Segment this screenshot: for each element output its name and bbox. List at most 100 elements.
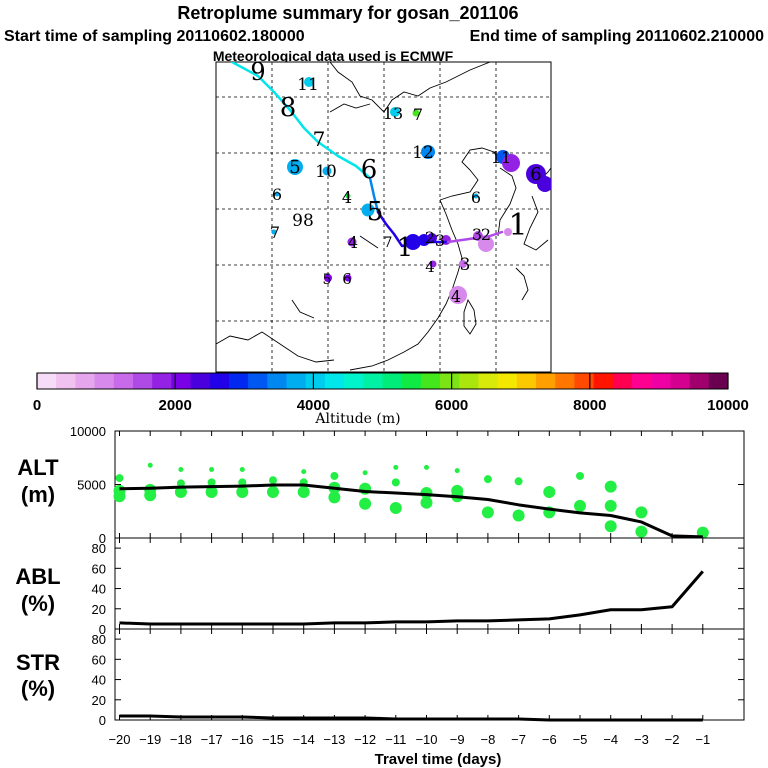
colorbar-tick-label: 6000 <box>435 397 468 414</box>
x-tick-label: −14 <box>293 732 315 747</box>
alt-panel: ALT (m) 10000 5000 0 <box>17 424 745 546</box>
str-panel: STR (%) 80 60 40 20 0 <box>16 628 745 728</box>
map-label: 5 <box>289 157 300 178</box>
map-label: 11 <box>491 148 511 167</box>
plume-point <box>174 485 187 498</box>
colorbar-cell <box>478 373 499 389</box>
plume-point <box>576 471 584 480</box>
colorbar-cell <box>324 373 345 389</box>
map-label: 4 <box>451 287 461 306</box>
plume-point <box>635 525 648 538</box>
x-tick-label: −15 <box>262 732 284 747</box>
map-label: 7 <box>270 223 280 242</box>
travel-time-axis: −20 −19 −18 −17 −16 −15 −14 −13 −12 −11 −10 −9 −8 −7 −… <box>108 732 710 747</box>
colorbar-cell <box>708 373 729 389</box>
colorbar-cell <box>497 373 518 389</box>
map-label: 9 <box>250 58 265 86</box>
colorbar-cell <box>267 373 288 389</box>
plume-point <box>574 499 586 512</box>
colorbar-cell <box>209 373 230 389</box>
plume-point <box>115 474 124 483</box>
plume-point <box>362 470 368 476</box>
plume-point <box>297 485 310 498</box>
y-tick-label: 60 <box>92 652 106 667</box>
y-tick-label: 5000 <box>77 478 106 493</box>
colorbar-cell <box>113 373 134 389</box>
colorbar-tick-label: 2000 <box>159 397 192 414</box>
map-label: 98 <box>292 211 314 231</box>
x-tick-label: −10 <box>415 732 437 747</box>
colorbar-cell <box>344 373 364 389</box>
series-line <box>119 714 703 722</box>
colorbar-cell <box>132 373 153 389</box>
x-tick-label: −3 <box>634 732 649 747</box>
plume-point <box>269 476 277 485</box>
map-label: 10 <box>315 162 337 182</box>
x-tick-label: −17 <box>201 732 223 747</box>
plume-point <box>209 467 215 473</box>
x-tick-label: −18 <box>170 732 192 747</box>
plume-point <box>238 478 247 487</box>
colorbar-cell <box>37 373 57 389</box>
y-tick-label: 20 <box>92 693 106 708</box>
colorbar-cell <box>555 373 575 389</box>
met-data-label: Meteorological data used is ECMWF <box>213 48 454 64</box>
x-tick-label: −8 <box>480 732 495 747</box>
colorbar-cell <box>632 373 652 389</box>
str-frame <box>114 628 745 721</box>
str-panel-title: STR <box>16 650 60 675</box>
map-label: 13 <box>383 104 403 123</box>
map-label: 7 <box>313 127 326 151</box>
map-label: 2 <box>425 228 435 247</box>
y-tick-label: 20 <box>92 602 106 617</box>
colorbar-ticks: 0 2000 4000 6000 8000 10000 <box>33 373 749 414</box>
map-label: 3 <box>460 255 471 275</box>
colorbar-cell <box>401 373 422 389</box>
x-tick-label: −4 <box>603 732 618 747</box>
map-label: 2 <box>481 225 491 244</box>
y-tick-label: 0 <box>99 531 106 546</box>
y-tick-label: 80 <box>92 632 106 647</box>
map-label: 3 <box>435 231 445 250</box>
plume-point <box>483 475 492 484</box>
colorbar-cell <box>248 373 268 389</box>
map-label: 6 <box>361 155 378 185</box>
plume-point <box>236 485 249 498</box>
colorbar-cell <box>536 373 556 389</box>
colorbar-cell <box>56 373 76 389</box>
plume-point <box>604 520 617 533</box>
series-line <box>119 483 703 539</box>
figure-title: Retroplume summary for gosan_201106 <box>177 3 518 23</box>
plume-point <box>178 467 184 473</box>
colorbar-cell <box>612 373 633 389</box>
map-label: 1 <box>397 233 414 263</box>
plume-point <box>328 491 341 504</box>
plume-point <box>424 464 429 470</box>
x-tick-label: −19 <box>139 732 161 747</box>
colorbar-cell <box>651 373 671 389</box>
x-tick-label: −9 <box>450 732 465 747</box>
map-label: 6 <box>342 270 352 288</box>
abl-panel-title: ABL <box>15 564 60 589</box>
x-tick-label: −20 <box>108 732 130 747</box>
map-gridlines <box>216 62 551 372</box>
x-tick-label: −16 <box>231 732 253 747</box>
colorbar-cell <box>152 373 172 389</box>
plume-point <box>207 478 216 487</box>
plume-point <box>604 480 617 493</box>
map-label: 4 <box>348 233 358 252</box>
plume-point <box>205 485 218 498</box>
map-label: 6 <box>471 188 481 207</box>
y-tick-label: 0 <box>99 622 106 637</box>
colorbar-cell <box>574 373 595 389</box>
start-time-label: Start time of sampling 20110602.180000 <box>4 28 305 45</box>
map-label: 3 <box>472 225 482 244</box>
map-label: 7 <box>413 105 423 124</box>
plume-point <box>604 499 617 512</box>
series-line <box>119 570 704 626</box>
plume-point <box>113 490 126 503</box>
map-label: 1 <box>508 208 527 243</box>
